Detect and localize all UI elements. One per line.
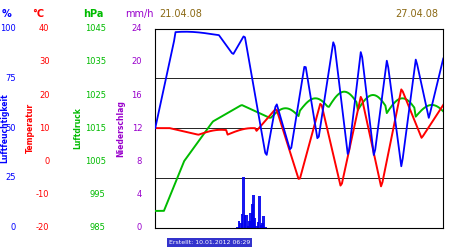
Text: 20: 20 [39,90,50,100]
Text: 4: 4 [137,190,142,199]
Text: %: % [1,9,11,20]
Bar [254,218,256,228]
Bar [255,226,258,228]
Text: Temperatur: Temperatur [26,103,35,153]
Bar [248,221,251,228]
Bar [256,222,259,228]
Text: 24: 24 [132,24,142,33]
Bar [241,214,243,228]
Bar [258,196,261,228]
Text: Luftfeuchtigkeit: Luftfeuchtigkeit [0,93,9,163]
Text: 30: 30 [39,57,50,66]
Text: 1045: 1045 [85,24,106,33]
Text: 20: 20 [132,57,142,66]
Text: mm/h: mm/h [125,9,153,20]
Bar [245,215,248,228]
Text: 16: 16 [131,90,142,100]
Text: -10: -10 [36,190,50,199]
Bar [242,177,245,228]
Text: Niederschlag: Niederschlag [116,100,125,156]
Text: 25: 25 [6,173,16,182]
Text: 50: 50 [6,124,16,132]
Bar [252,195,255,228]
Text: 40: 40 [39,24,50,33]
Bar [261,223,264,228]
Bar [238,221,240,228]
Text: 1015: 1015 [85,124,106,132]
Text: 995: 995 [90,190,106,199]
Text: 0: 0 [11,223,16,232]
Bar [262,216,265,228]
Bar [260,225,262,228]
Bar [251,204,253,228]
Text: 1035: 1035 [85,57,106,66]
Text: 1025: 1025 [85,90,106,100]
Bar [249,213,252,228]
Text: 75: 75 [5,74,16,83]
Text: 12: 12 [132,124,142,132]
Text: 0: 0 [137,223,142,232]
Text: 21.04.08: 21.04.08 [160,9,202,20]
Text: hPa: hPa [83,9,104,20]
Bar [247,226,249,228]
Text: 100: 100 [0,24,16,33]
Text: Luftdruck: Luftdruck [73,107,82,149]
Text: Erstellt: 10.01.2012 06:29: Erstellt: 10.01.2012 06:29 [169,240,250,244]
Text: 27.04.08: 27.04.08 [396,9,439,20]
Bar [244,216,246,228]
Text: 0: 0 [44,157,50,166]
Text: 1005: 1005 [85,157,106,166]
Text: 985: 985 [90,223,106,232]
Text: 8: 8 [137,157,142,166]
Text: -20: -20 [36,223,50,232]
Text: °C: °C [32,9,45,20]
Text: 10: 10 [39,124,50,132]
Bar [239,223,242,228]
